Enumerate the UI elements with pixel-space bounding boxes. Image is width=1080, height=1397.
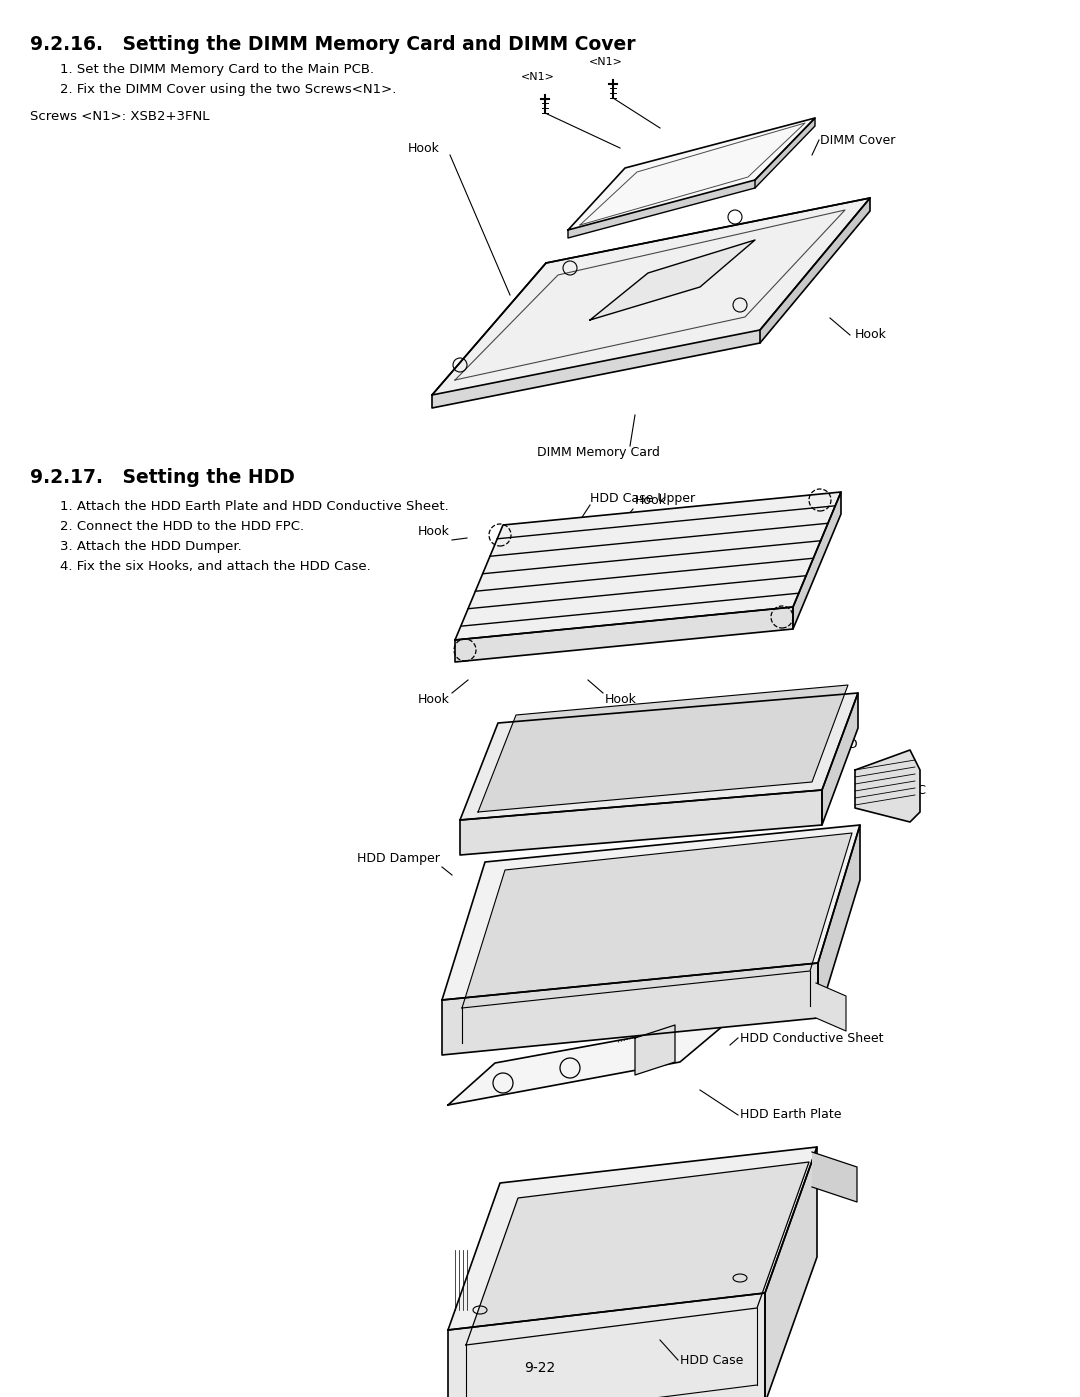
Polygon shape	[812, 1153, 858, 1201]
Polygon shape	[432, 198, 870, 395]
Text: 2. Connect the HDD to the HDD FPC.: 2. Connect the HDD to the HDD FPC.	[60, 520, 305, 534]
Text: HDD Conductive Sheet: HDD Conductive Sheet	[740, 1031, 883, 1045]
Text: Hook: Hook	[418, 693, 450, 705]
Polygon shape	[455, 492, 841, 640]
Polygon shape	[465, 1162, 809, 1345]
Polygon shape	[460, 693, 858, 820]
Polygon shape	[590, 240, 755, 320]
Polygon shape	[478, 685, 848, 812]
Text: Hook: Hook	[605, 693, 637, 705]
Polygon shape	[432, 330, 760, 408]
Polygon shape	[816, 983, 846, 1031]
Text: 3. Attach the HDD Dumper.: 3. Attach the HDD Dumper.	[60, 541, 242, 553]
Text: 1. Attach the HDD Earth Plate and HDD Conductive Sheet.: 1. Attach the HDD Earth Plate and HDD Co…	[60, 500, 449, 513]
Text: HDD FPC: HDD FPC	[870, 784, 926, 796]
Polygon shape	[448, 1147, 816, 1330]
Text: <N1>: <N1>	[521, 73, 555, 82]
Polygon shape	[793, 492, 841, 629]
Text: 9-22: 9-22	[525, 1361, 555, 1375]
Text: Hook: Hook	[635, 495, 666, 507]
Text: Hook: Hook	[418, 525, 450, 538]
Polygon shape	[760, 198, 870, 344]
Polygon shape	[568, 117, 815, 231]
Text: 4. Fix the six Hooks, and attach the HDD Case.: 4. Fix the six Hooks, and attach the HDD…	[60, 560, 370, 573]
Text: Hook: Hook	[855, 328, 887, 341]
Text: <N1>: <N1>	[589, 57, 623, 67]
Polygon shape	[442, 963, 818, 1055]
Polygon shape	[568, 180, 755, 237]
Polygon shape	[460, 789, 822, 855]
Polygon shape	[822, 693, 858, 826]
Text: DIMM Cover: DIMM Cover	[820, 134, 895, 147]
Text: 2. Fix the DIMM Cover using the two Screws<N1>.: 2. Fix the DIMM Cover using the two Scre…	[60, 82, 396, 96]
Polygon shape	[442, 826, 860, 1000]
Polygon shape	[855, 750, 920, 821]
Polygon shape	[765, 1147, 816, 1397]
Text: HDD Earth Plate: HDD Earth Plate	[740, 1108, 841, 1122]
Polygon shape	[462, 833, 852, 1009]
Text: 1. Set the DIMM Memory Card to the Main PCB.: 1. Set the DIMM Memory Card to the Main …	[60, 63, 374, 75]
Text: HDD Case: HDD Case	[680, 1354, 743, 1366]
Text: HDD: HDD	[831, 739, 859, 752]
Polygon shape	[455, 608, 793, 662]
Text: Hook: Hook	[408, 141, 440, 155]
Polygon shape	[755, 117, 815, 189]
Text: HDD Damper: HDD Damper	[357, 852, 440, 865]
Text: 9.2.16.   Setting the DIMM Memory Card and DIMM Cover: 9.2.16. Setting the DIMM Memory Card and…	[30, 35, 636, 54]
Polygon shape	[448, 1294, 765, 1397]
Text: 9.2.17.   Setting the HDD: 9.2.17. Setting the HDD	[30, 468, 295, 488]
Text: Screws <N1>: XSB2+3FNL: Screws <N1>: XSB2+3FNL	[30, 110, 210, 123]
Polygon shape	[448, 1020, 730, 1105]
Text: DIMM Memory Card: DIMM Memory Card	[537, 446, 660, 460]
Polygon shape	[635, 1025, 675, 1076]
Polygon shape	[818, 826, 860, 1018]
Text: HDD Case Upper: HDD Case Upper	[590, 492, 696, 504]
